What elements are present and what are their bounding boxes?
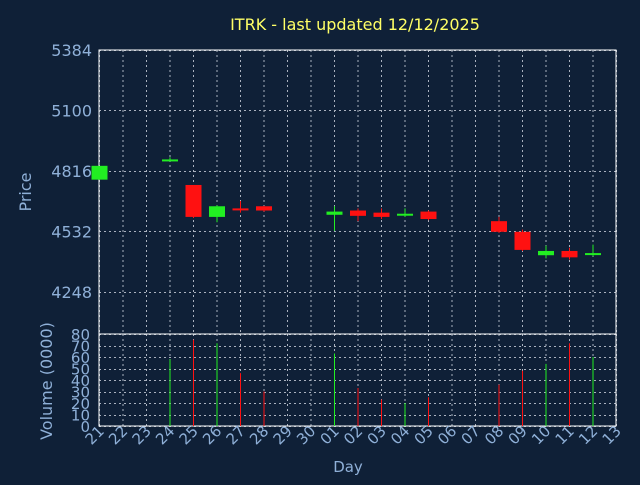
candle-body	[185, 184, 202, 217]
price-tick-label: 5100	[51, 101, 92, 120]
candles-layer	[91, 157, 601, 260]
volume-tick-label: 30	[71, 384, 90, 402]
candle-body	[397, 213, 413, 216]
candle-body	[514, 231, 531, 250]
volume-tick-label: 60	[71, 349, 90, 367]
candle-body	[561, 250, 578, 258]
candle-body	[91, 165, 108, 180]
x-axis-label: Day	[333, 458, 363, 476]
candle-body	[373, 212, 390, 217]
candle-body	[162, 159, 178, 162]
price-tick-label: 5384	[51, 41, 92, 60]
volume-tick-label: 40	[71, 372, 90, 390]
volume-tick-label: 80	[71, 326, 90, 344]
volume-tick-label: 10	[71, 407, 90, 425]
candle-body	[538, 250, 554, 256]
candle-body	[256, 206, 272, 211]
candle-body	[209, 206, 225, 217]
volume-bars-layer	[169, 339, 594, 426]
day-tick-labels: 2122232425262728293001020304050607080910…	[82, 422, 625, 448]
volume-tick-label: 70	[71, 338, 90, 356]
candle-body	[326, 211, 343, 215]
price-tick-label: 4532	[51, 222, 92, 241]
volume-tick-label: 20	[71, 395, 90, 413]
price-tick-label: 4248	[51, 283, 92, 302]
candle-body	[232, 208, 249, 211]
candle-body	[420, 211, 437, 220]
candle-body	[491, 221, 507, 232]
volume-tick-label: 0	[80, 418, 90, 436]
price-axis-label: Price	[16, 172, 35, 211]
volume-axis-label: Volume (0000)	[37, 322, 56, 440]
price-tick-label: 4816	[51, 162, 92, 181]
candle-body	[585, 253, 601, 256]
chart-title: ITRK - last updated 12/12/2025	[230, 15, 480, 34]
volume-tick-label: 50	[71, 361, 90, 379]
candle-body	[350, 210, 366, 216]
price-tick-labels: 4248 4532 4816 5100 5384	[51, 41, 92, 302]
